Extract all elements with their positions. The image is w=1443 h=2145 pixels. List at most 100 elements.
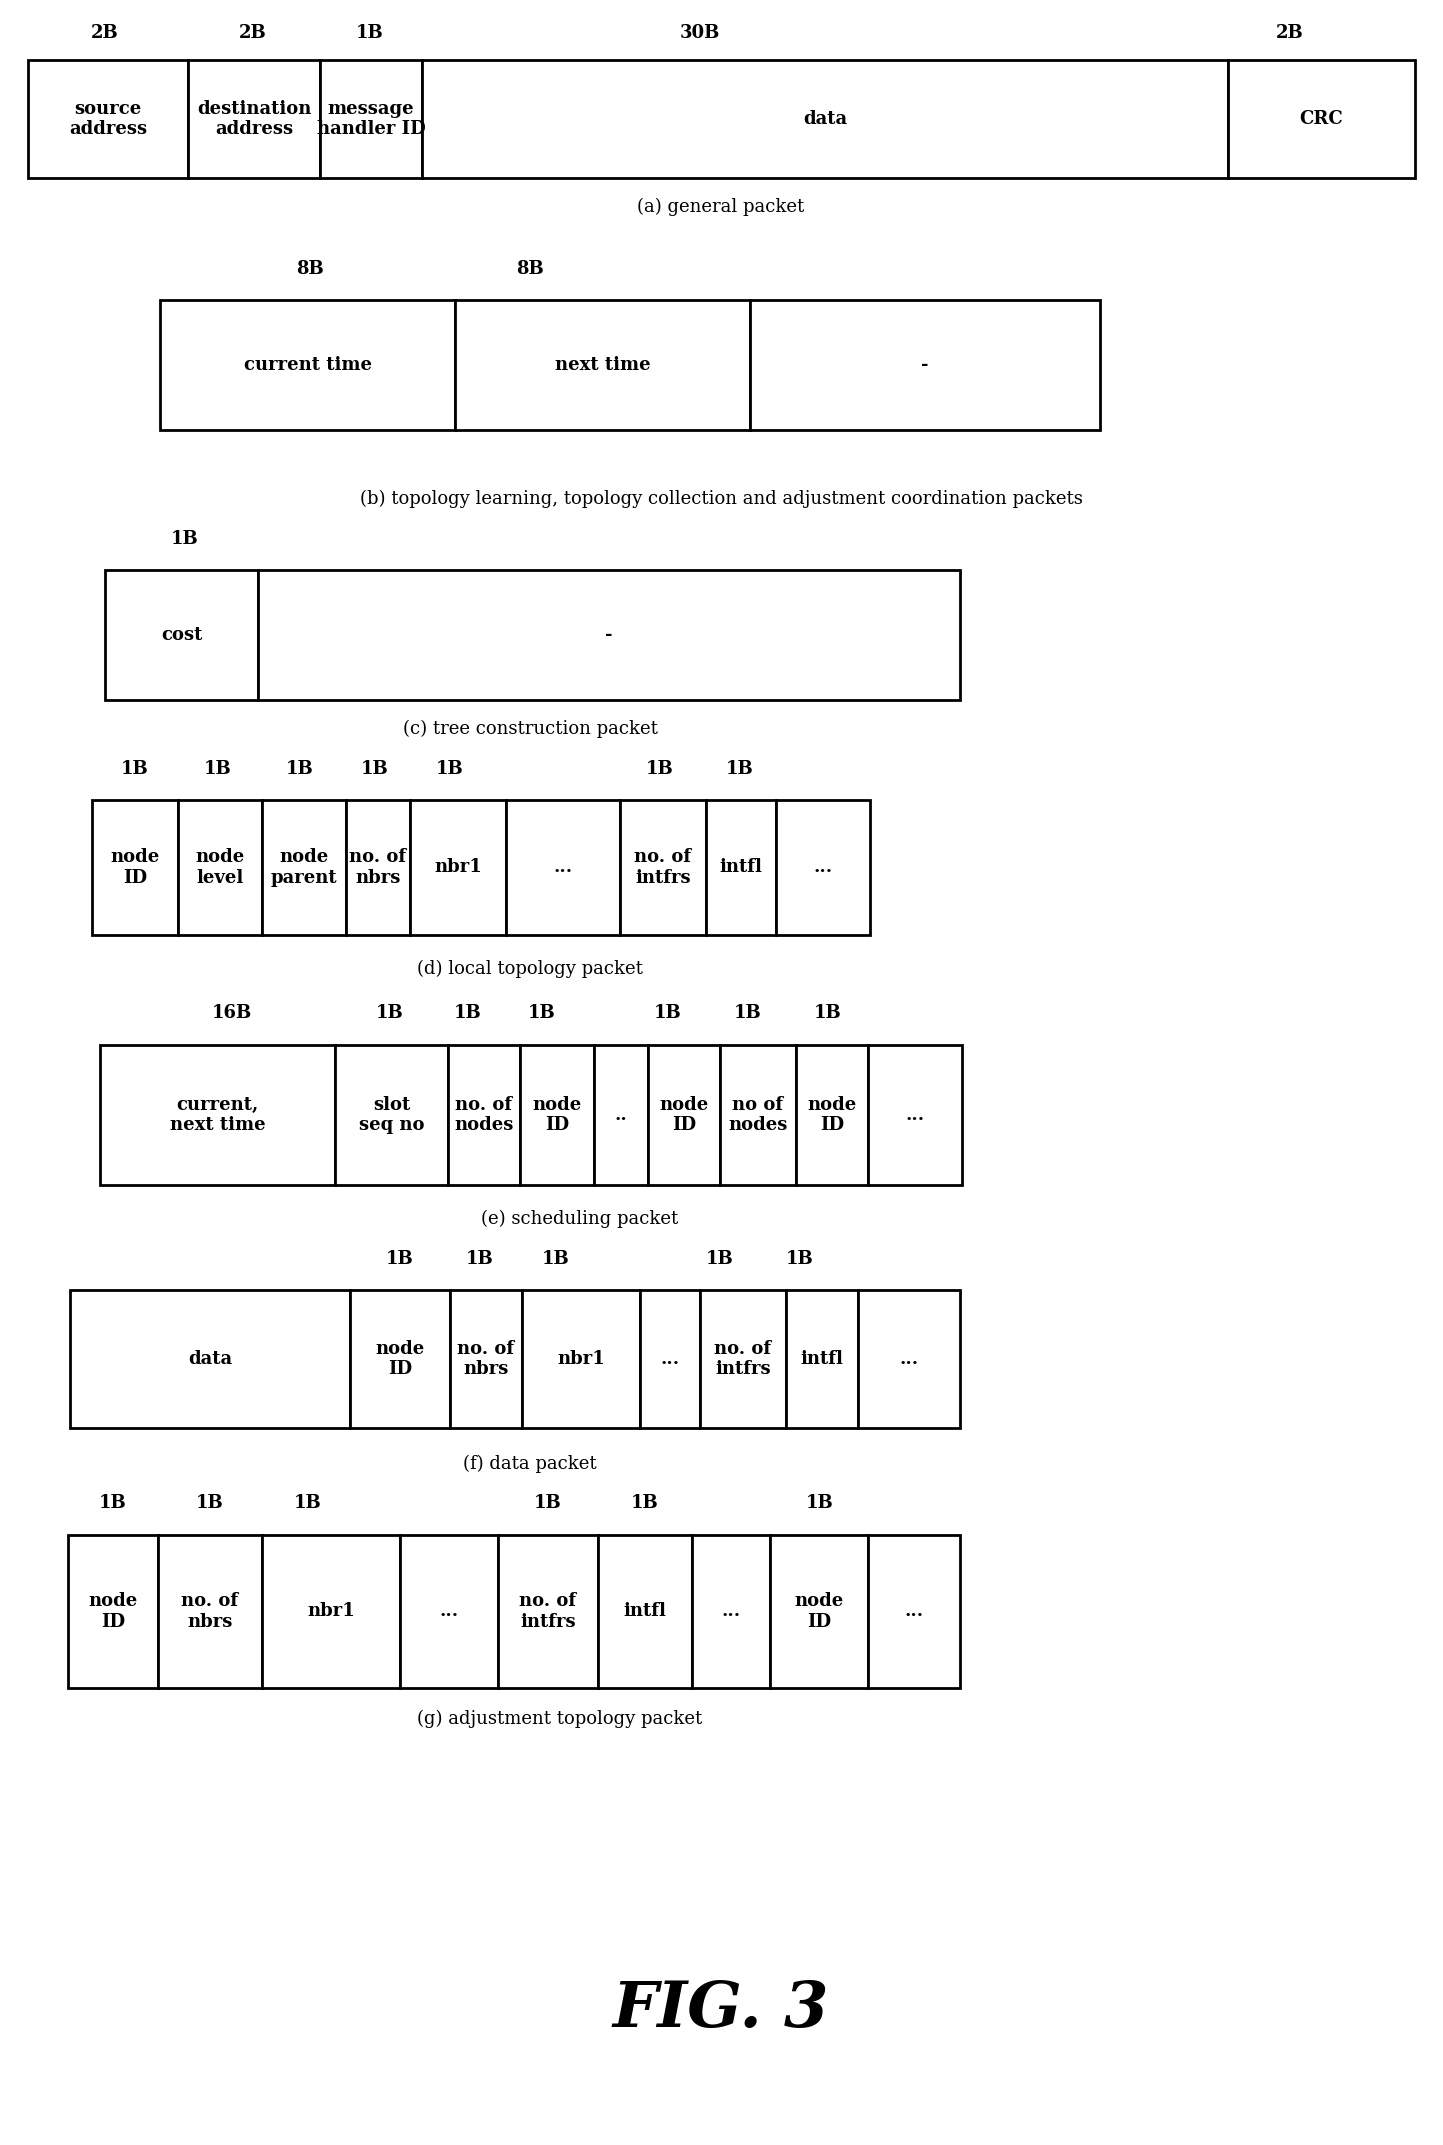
Text: slot
seq no: slot seq no	[359, 1096, 424, 1135]
Bar	[263, 800, 346, 935]
Bar	[648, 1045, 720, 1184]
Bar	[455, 300, 750, 429]
Text: (g) adjustment topology packet: (g) adjustment topology packet	[417, 1710, 703, 1729]
Text: node
ID: node ID	[375, 1341, 424, 1379]
Text: 1B: 1B	[387, 1251, 414, 1268]
Bar	[71, 1289, 351, 1429]
Text: 1B: 1B	[726, 759, 753, 779]
Text: 8B: 8B	[296, 260, 323, 279]
Text: (f) data packet: (f) data packet	[463, 1454, 597, 1474]
Text: node
ID: node ID	[88, 1592, 137, 1630]
Text: no. of
intfrs: no. of intfrs	[519, 1592, 577, 1630]
Bar	[786, 1289, 859, 1429]
Text: 1B: 1B	[455, 1004, 482, 1021]
Bar	[157, 1536, 263, 1688]
Text: (c) tree construction packet: (c) tree construction packet	[403, 721, 658, 738]
Text: 1B: 1B	[631, 1495, 659, 1512]
Text: 1B: 1B	[286, 759, 315, 779]
Bar	[335, 1045, 447, 1184]
Text: 2B: 2B	[1276, 24, 1304, 43]
Text: 30B: 30B	[680, 24, 720, 43]
Text: current,
next time: current, next time	[170, 1096, 266, 1135]
Text: (b) topology learning, topology collection and adjustment coordination packets: (b) topology learning, topology collecti…	[359, 489, 1082, 508]
Text: intfl: intfl	[801, 1349, 844, 1369]
Text: 1B: 1B	[654, 1004, 683, 1021]
Text: next time: next time	[554, 356, 651, 373]
Text: (a) general packet: (a) general packet	[638, 197, 805, 217]
Text: no of
nodes: no of nodes	[729, 1096, 788, 1135]
Text: 2B: 2B	[91, 24, 118, 43]
Text: no. of
intfrs: no. of intfrs	[635, 847, 691, 886]
Text: destination
address: destination address	[196, 99, 312, 139]
Bar	[693, 1536, 771, 1688]
Bar	[519, 1045, 595, 1184]
Text: 1B: 1B	[172, 530, 199, 547]
Bar	[720, 1045, 797, 1184]
Text: (e) scheduling packet: (e) scheduling packet	[482, 1210, 678, 1229]
Text: ...: ...	[440, 1602, 459, 1619]
Text: -: -	[605, 626, 613, 643]
Text: ...: ...	[661, 1349, 680, 1369]
Bar	[641, 1289, 700, 1429]
Text: current time: current time	[244, 356, 371, 373]
Bar	[522, 1289, 641, 1429]
Text: ...: ...	[722, 1602, 740, 1619]
Bar	[258, 571, 960, 699]
Text: 1B: 1B	[734, 1004, 762, 1021]
Text: 1B: 1B	[203, 759, 232, 779]
Text: 1B: 1B	[196, 1495, 224, 1512]
Text: message
handler ID: message handler ID	[316, 99, 426, 139]
Text: nbr1: nbr1	[307, 1602, 355, 1619]
Text: node
ID: node ID	[795, 1592, 844, 1630]
Bar	[700, 1289, 786, 1429]
Text: 1B: 1B	[814, 1004, 841, 1021]
Bar	[450, 1289, 522, 1429]
Bar	[263, 1536, 400, 1688]
Text: -: -	[921, 356, 929, 373]
Bar	[27, 60, 188, 178]
Text: node
parent: node parent	[271, 847, 338, 886]
Text: node
ID: node ID	[808, 1096, 857, 1135]
Bar	[498, 1536, 597, 1688]
Text: 1B: 1B	[294, 1495, 322, 1512]
Text: no. of
intfrs: no. of intfrs	[714, 1341, 772, 1379]
Text: 2B: 2B	[240, 24, 267, 43]
Text: 1B: 1B	[534, 1495, 561, 1512]
Text: no. of
nbrs: no. of nbrs	[457, 1341, 515, 1379]
Bar	[351, 1289, 450, 1429]
Text: intfl: intfl	[720, 858, 762, 877]
Text: ..: ..	[615, 1107, 628, 1124]
Bar	[595, 1045, 648, 1184]
Text: source
address: source address	[69, 99, 147, 139]
Bar	[620, 800, 706, 935]
Text: 1B: 1B	[356, 24, 384, 43]
Bar	[597, 1536, 693, 1688]
Text: nbr1: nbr1	[434, 858, 482, 877]
Text: node
ID: node ID	[532, 1096, 582, 1135]
Text: node
level: node level	[195, 847, 245, 886]
Bar	[160, 300, 455, 429]
Bar	[105, 571, 258, 699]
Bar	[869, 1536, 960, 1688]
Bar	[859, 1289, 960, 1429]
Text: ...: ...	[554, 858, 573, 877]
Text: data: data	[188, 1349, 232, 1369]
Bar	[706, 800, 776, 935]
Bar	[869, 1045, 962, 1184]
Text: cost: cost	[160, 626, 202, 643]
Text: nbr1: nbr1	[557, 1349, 605, 1369]
Text: 1B: 1B	[528, 1004, 556, 1021]
Text: node
ID: node ID	[659, 1096, 709, 1135]
Bar	[506, 800, 620, 935]
Text: no. of
nodes: no. of nodes	[455, 1096, 514, 1135]
Text: ...: ...	[905, 1602, 924, 1619]
Bar	[776, 800, 870, 935]
Text: 1B: 1B	[121, 759, 149, 779]
Text: 1B: 1B	[466, 1251, 494, 1268]
Bar	[410, 800, 506, 935]
Bar	[400, 1536, 498, 1688]
Text: 1B: 1B	[100, 1495, 127, 1512]
Text: 1B: 1B	[807, 1495, 834, 1512]
Text: ...: ...	[905, 1107, 925, 1124]
Text: 1B: 1B	[361, 759, 388, 779]
